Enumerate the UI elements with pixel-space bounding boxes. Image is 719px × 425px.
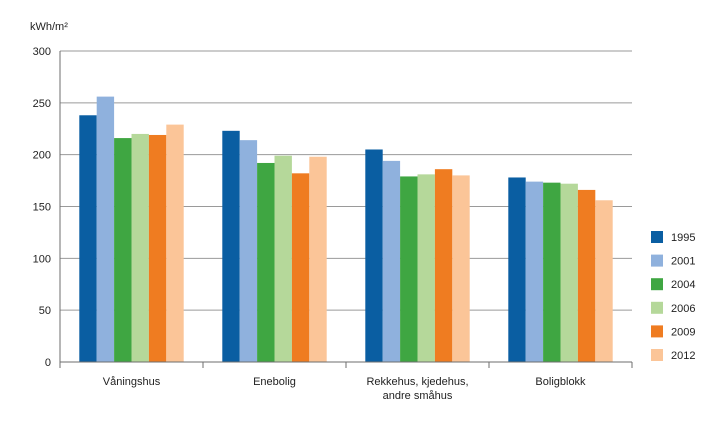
bars <box>79 96 613 362</box>
legend-swatch-2004 <box>651 278 663 291</box>
bar-2009 <box>577 189 596 362</box>
legend-swatch-2001 <box>651 254 663 267</box>
bar-1995 <box>508 177 526 362</box>
x-category-label: Boligblokk <box>535 376 586 388</box>
legend-label: 2004 <box>671 279 695 291</box>
bar-1995 <box>365 149 383 362</box>
bar-2006 <box>274 155 292 362</box>
bar-2001 <box>96 96 115 362</box>
bar-2009 <box>434 169 453 362</box>
y-tick-label: 100 <box>33 253 51 265</box>
legend-swatch-2009 <box>651 325 663 338</box>
legend-label: 2006 <box>671 303 695 315</box>
y-axis-unit-label: kWh/m² <box>30 21 68 33</box>
y-tick-label: 150 <box>33 202 51 214</box>
x-category-label: Rekkehus, kjedehus, <box>366 376 468 388</box>
bar-2001 <box>239 140 258 362</box>
x-category-label: Enebolig <box>253 376 296 388</box>
bar-2012 <box>452 175 470 362</box>
y-tick-label: 300 <box>33 46 51 58</box>
bar-2001 <box>382 160 401 362</box>
bar-2004 <box>114 138 132 362</box>
bar-1995 <box>222 130 240 362</box>
bar-2012 <box>595 200 613 362</box>
bar-2012 <box>309 156 327 362</box>
bar-2001 <box>525 181 544 362</box>
bar-2012 <box>166 124 184 362</box>
legend: 1995 2001 2004 2006 2009 2012 <box>651 231 695 362</box>
legend-label: 2001 <box>671 256 695 268</box>
bar-2004 <box>257 162 275 362</box>
y-tick-label: 50 <box>39 305 51 317</box>
bar-2009 <box>291 173 310 362</box>
bar-2006 <box>417 174 435 362</box>
x-category-label: andre småhus <box>383 390 453 402</box>
bar-2004 <box>400 176 418 362</box>
legend-label: 2009 <box>671 326 695 338</box>
axes: 0 50 100 150 200 250 300 Våningshus Enebolig Rekk… <box>33 46 633 402</box>
y-tick-label: 250 <box>33 98 51 110</box>
bar-2006 <box>131 133 149 362</box>
bar-1995 <box>79 115 97 362</box>
y-tick-label: 200 <box>33 150 51 162</box>
x-category-label: Våningshus <box>103 376 161 388</box>
bar-2006 <box>560 183 578 362</box>
legend-swatch-2012 <box>651 349 663 361</box>
legend-label: 2012 <box>671 350 695 362</box>
bar-2004 <box>543 182 561 362</box>
bar-2009 <box>148 134 167 362</box>
legend-label: 1995 <box>671 232 695 244</box>
legend-swatch-2006 <box>651 301 663 314</box>
y-tick-label: 0 <box>45 357 51 369</box>
legend-swatch-1995 <box>651 231 663 243</box>
